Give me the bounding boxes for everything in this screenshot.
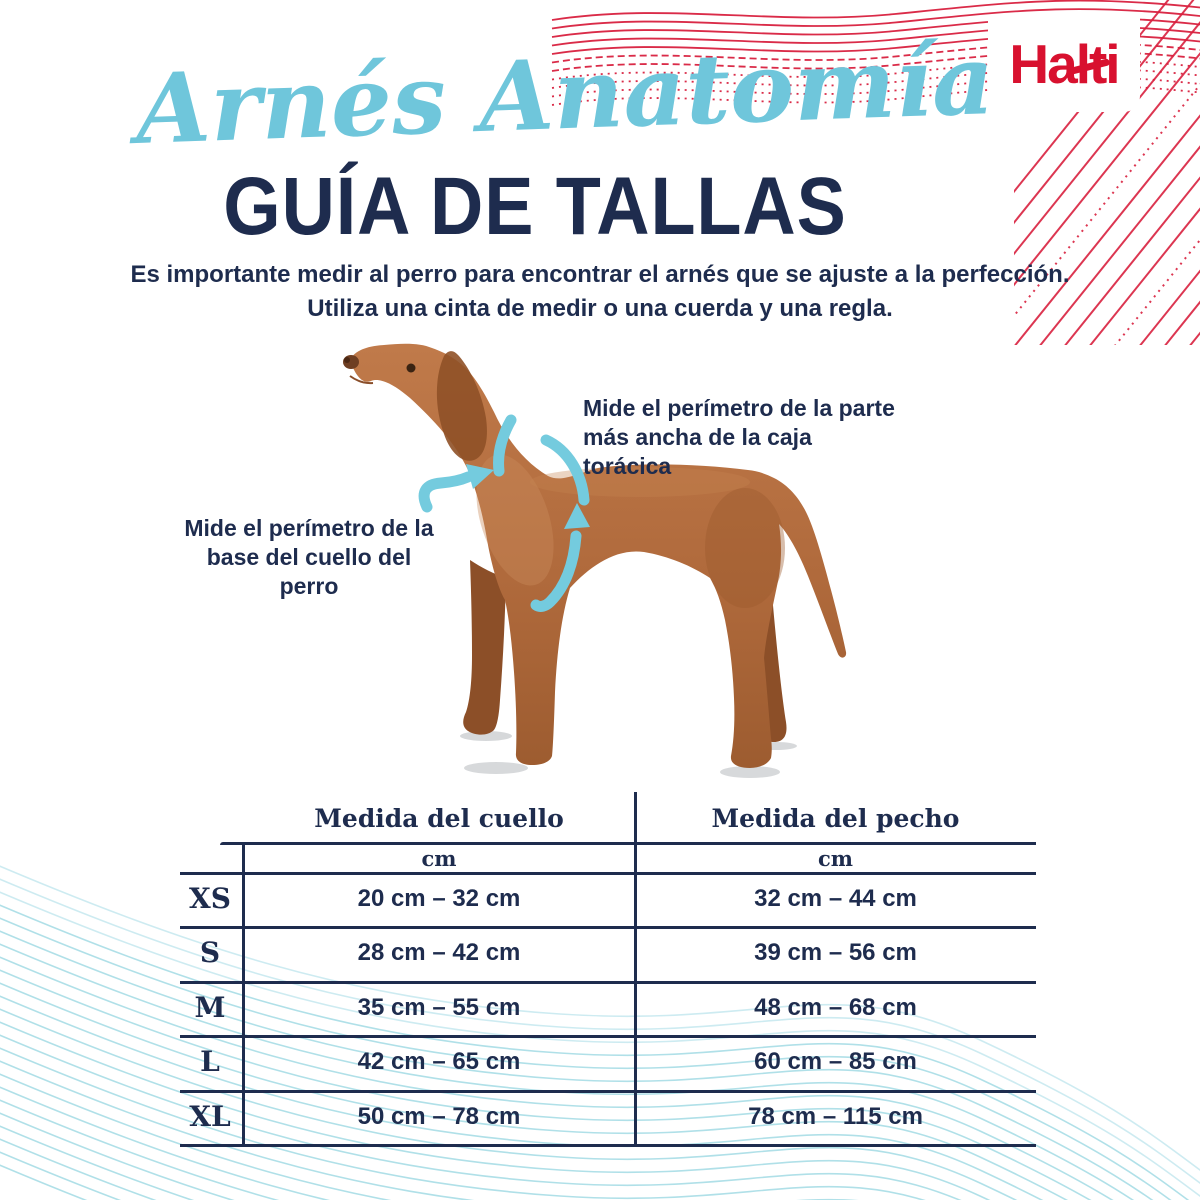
size-table: Medida del cuello Medida del pecho cm cm… xyxy=(180,792,1036,1152)
neck-range: 50 cm – 78 cm xyxy=(357,1103,521,1130)
chest-range: 60 cm – 85 cm xyxy=(754,1048,917,1075)
neck-range: 42 cm – 65 cm xyxy=(357,1048,521,1075)
table-line xyxy=(634,792,637,1147)
table-row: XL 50 cm – 78 cm 78 cm – 115 cm xyxy=(180,1091,1036,1143)
chest-unit-label: cm xyxy=(817,846,853,871)
page-title: GUÍA DE TALLAS xyxy=(223,161,847,252)
neck-range: 28 cm – 42 cm xyxy=(357,939,521,966)
chest-measure-note: Mide el perímetro de la parte más ancha … xyxy=(583,394,903,481)
chest-note-line-2: más ancha de la caja torácica xyxy=(583,424,812,479)
table-line xyxy=(180,981,1036,984)
intro-line-2: Utiliza una cinta de medir o una cuerda … xyxy=(307,295,893,322)
brand-logo: Halti xyxy=(988,16,1140,112)
neck-range: 20 cm – 32 cm xyxy=(357,885,521,912)
neck-note-line-2: base del cuello del perro xyxy=(206,544,412,599)
table-row: XS 20 cm – 32 cm 32 cm – 44 cm xyxy=(180,873,1036,925)
dog-nostril xyxy=(344,357,350,363)
size-label: L xyxy=(200,1045,220,1078)
chest-measure-arrow-icon xyxy=(530,434,590,612)
size-label: XS xyxy=(189,882,231,915)
size-label: S xyxy=(199,936,221,969)
table-row: L 42 cm – 65 cm 60 cm – 85 cm xyxy=(180,1036,1036,1088)
chest-range: 32 cm – 44 cm xyxy=(754,885,917,912)
table-line xyxy=(220,842,1036,845)
table-line xyxy=(180,1090,1036,1093)
size-label: XL xyxy=(189,1100,231,1133)
size-label: M xyxy=(194,991,226,1024)
neck-column-header: Medida del cuello xyxy=(314,804,564,833)
neck-measure-arrow-icon xyxy=(418,414,517,513)
table-row: M 35 cm – 55 cm 48 cm – 68 cm xyxy=(180,982,1036,1034)
chest-note-line-1: Mide el perímetro de la parte xyxy=(583,395,895,421)
neck-note-line-1: Mide el perímetro de la xyxy=(184,515,434,541)
dog-mouth-line xyxy=(349,375,374,385)
dog-ear xyxy=(436,351,487,461)
dog-eye xyxy=(406,363,416,373)
chest-range: 48 cm – 68 cm xyxy=(754,994,917,1021)
chest-range: 39 cm – 56 cm xyxy=(754,939,917,966)
chest-range: 78 cm – 115 cm xyxy=(748,1103,923,1130)
table-line xyxy=(180,872,1036,875)
neck-range: 35 cm – 55 cm xyxy=(357,994,521,1021)
table-line xyxy=(242,842,245,1147)
intro-text: Es importante medir al perro para encont… xyxy=(0,258,1200,326)
table-line xyxy=(180,1035,1036,1038)
paw-shadows xyxy=(460,731,797,778)
neck-measure-note: Mide el perímetro de la base del cuello … xyxy=(178,514,440,601)
neck-unit-label: cm xyxy=(421,846,457,871)
intro-line-1: Es importante medir al perro para encont… xyxy=(130,261,1070,288)
table-line xyxy=(180,1144,1036,1147)
table-line xyxy=(180,926,1036,929)
chest-column-header: Medida del pecho xyxy=(711,804,960,833)
dog-shading xyxy=(476,454,785,608)
table-row: S 28 cm – 42 cm 39 cm – 56 cm xyxy=(180,927,1036,979)
